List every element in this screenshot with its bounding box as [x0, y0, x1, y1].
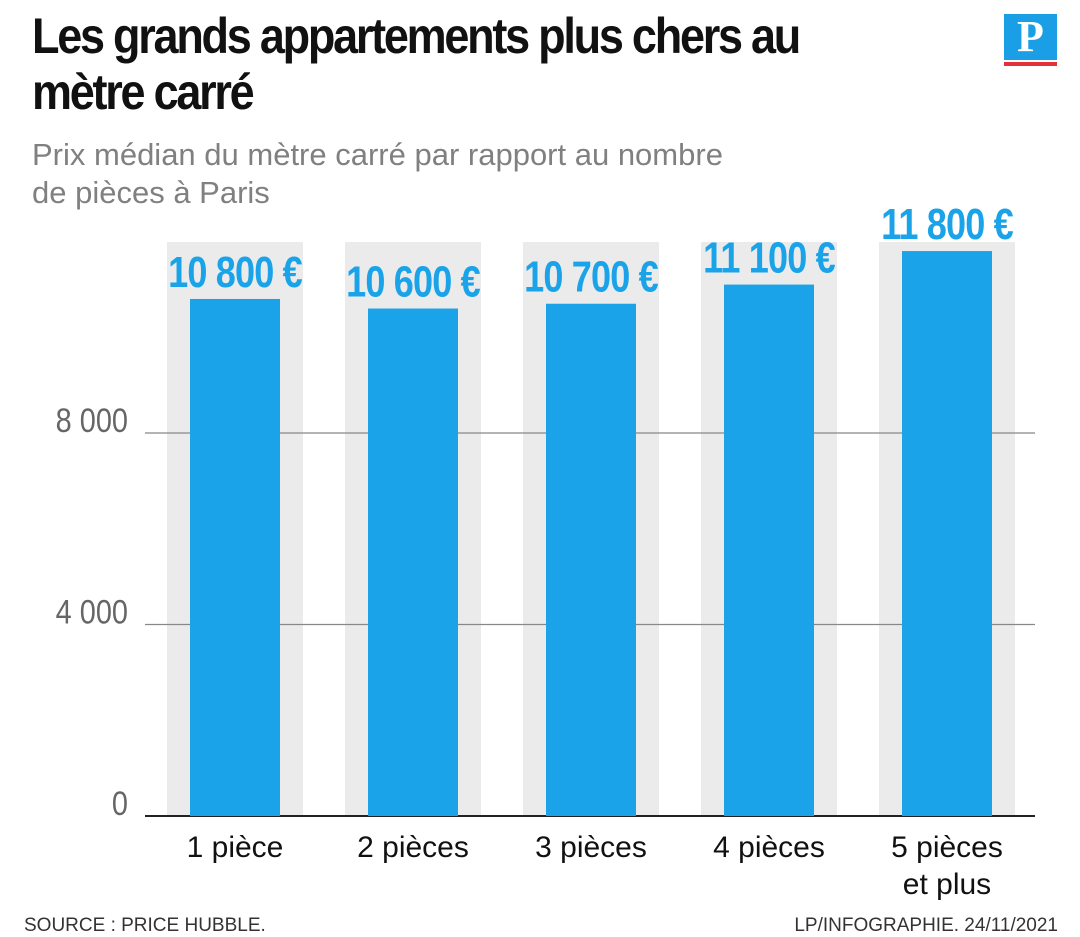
bar-value-label: 10 800 €	[168, 248, 302, 297]
bar	[368, 308, 458, 816]
le-parisien-logo: P	[1004, 14, 1057, 60]
x-category-label: et plus	[903, 868, 991, 901]
bar	[724, 284, 814, 816]
bar-value-label: 11 100 €	[703, 233, 835, 282]
x-category-label: 2 pièces	[357, 831, 469, 864]
bar-value-label: 10 700 €	[524, 252, 658, 301]
credit-date: LP/INFOGRAPHIE. 24/11/2021	[794, 915, 1058, 936]
bar-value-label: 11 800 €	[881, 200, 1013, 249]
chart-title: Les grands appartements plus chers au mè…	[32, 8, 801, 120]
y-tick-label: 8 000	[56, 401, 128, 440]
bar-value-label: 10 600 €	[346, 257, 480, 306]
logo-underline	[1004, 62, 1057, 66]
x-category-label: 1 pièce	[187, 831, 284, 864]
bar	[546, 303, 636, 816]
y-tick-label: 4 000	[56, 592, 128, 631]
y-tick-label: 0	[112, 784, 128, 823]
source-note: SOURCE : PRICE HUBBLE.	[24, 915, 266, 936]
bar	[190, 298, 280, 816]
x-category-label: 3 pièces	[535, 831, 647, 864]
x-category-label: 4 pièces	[713, 831, 825, 864]
bar	[902, 251, 992, 816]
chart-subtitle: Prix médian du mètre carré par rapport a…	[32, 137, 723, 210]
x-category-label: 5 pièces	[891, 831, 1003, 864]
